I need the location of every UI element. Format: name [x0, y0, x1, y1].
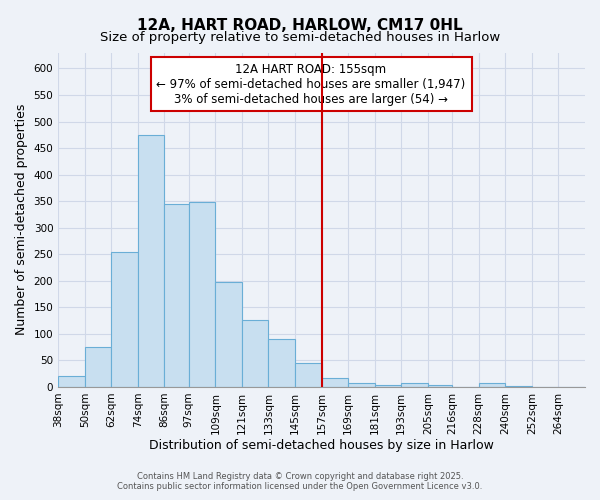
Bar	[242, 320, 268, 387]
Bar	[189, 202, 215, 387]
Bar	[479, 383, 505, 387]
Bar	[348, 382, 375, 387]
Bar	[268, 339, 295, 387]
Bar	[505, 386, 532, 387]
Text: Contains public sector information licensed under the Open Government Licence v3: Contains public sector information licen…	[118, 482, 482, 491]
Bar	[295, 362, 322, 387]
Text: Contains HM Land Registry data © Crown copyright and database right 2025.: Contains HM Land Registry data © Crown c…	[137, 472, 463, 481]
Bar	[85, 347, 111, 387]
Bar	[401, 382, 428, 387]
Bar	[138, 135, 164, 387]
Text: Size of property relative to semi-detached houses in Harlow: Size of property relative to semi-detach…	[100, 31, 500, 44]
X-axis label: Distribution of semi-detached houses by size in Harlow: Distribution of semi-detached houses by …	[149, 440, 494, 452]
Y-axis label: Number of semi-detached properties: Number of semi-detached properties	[15, 104, 28, 336]
Bar	[58, 376, 85, 387]
Bar	[428, 386, 452, 387]
Text: 12A HART ROAD: 155sqm
← 97% of semi-detached houses are smaller (1,947)
3% of se: 12A HART ROAD: 155sqm ← 97% of semi-deta…	[157, 62, 466, 106]
Text: 12A, HART ROAD, HARLOW, CM17 0HL: 12A, HART ROAD, HARLOW, CM17 0HL	[137, 18, 463, 32]
Bar	[322, 378, 348, 387]
Bar	[111, 252, 138, 387]
Bar	[375, 386, 401, 387]
Bar	[215, 282, 242, 387]
Bar	[164, 204, 189, 387]
